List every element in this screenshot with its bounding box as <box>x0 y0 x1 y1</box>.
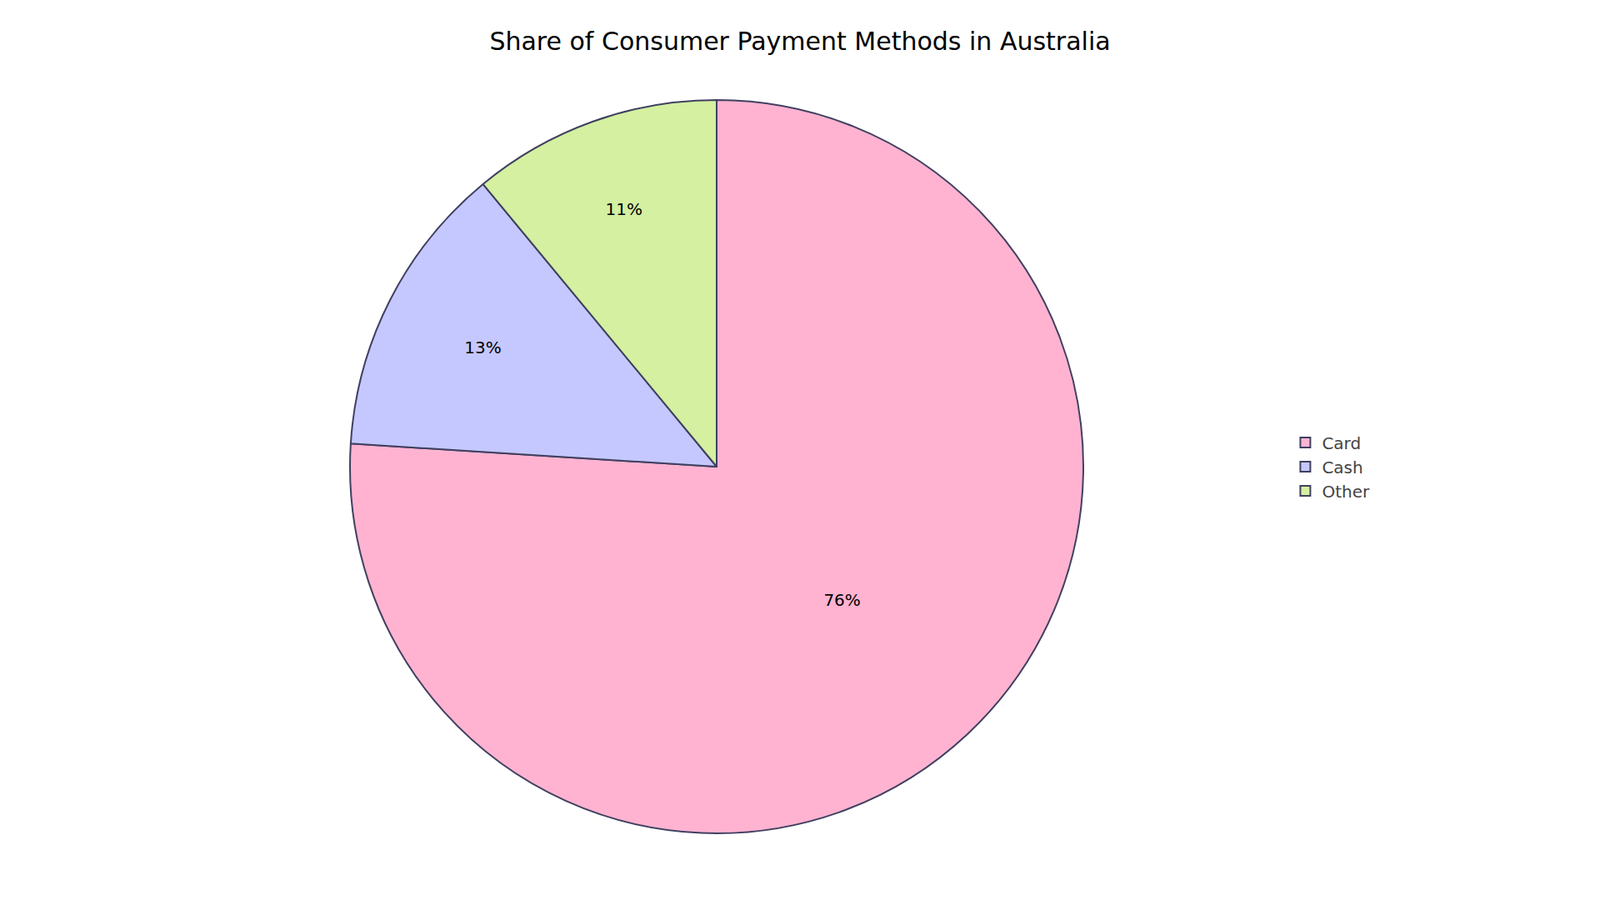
svg-text:13%: 13% <box>464 337 501 358</box>
svg-text:11%: 11% <box>605 199 642 220</box>
svg-text:76%: 76% <box>823 590 860 610</box>
svg-text:Cash: Cash <box>1321 457 1363 478</box>
svg-text:Card: Card <box>1321 433 1361 454</box>
svg-text:Share of Consumer Payment Meth: Share of Consumer Payment Methods in Aus… <box>489 26 1110 56</box>
svg-text:Other: Other <box>1321 481 1370 502</box>
